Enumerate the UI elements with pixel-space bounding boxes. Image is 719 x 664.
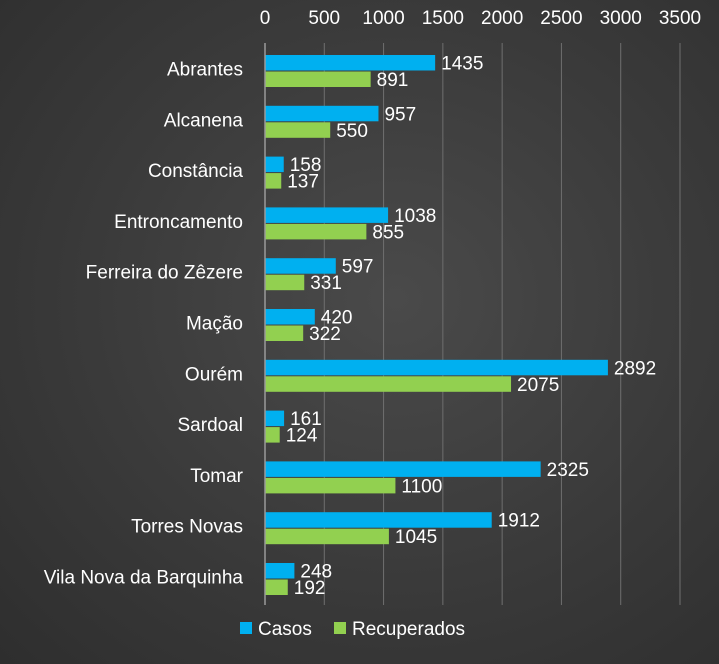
data-label: 1045 [395,527,437,548]
data-label: 322 [309,324,341,345]
data-label: 331 [310,273,342,294]
bar-casos [265,359,608,376]
bar-recuperados [265,122,331,138]
bar-casos [265,156,284,173]
x-tick-label: 2500 [540,8,582,29]
bars [265,55,608,595]
data-label: 1038 [394,206,436,227]
bar-recuperados [265,274,305,291]
bar-recuperados [265,71,371,87]
category-label: Ferreira do Zêzere [86,263,243,284]
category-label: Alcanena [164,110,244,131]
x-tick-label: 3500 [659,8,701,29]
data-label: 855 [372,222,404,243]
bar-casos [265,309,315,325]
data-label: 891 [377,70,409,91]
bar-recuperados [265,579,288,595]
bar-casos [265,563,295,579]
bar-recuperados [265,427,280,443]
legend-swatch [240,622,252,634]
bar-recuperados [265,477,396,494]
data-label: 124 [286,426,318,447]
data-label: 957 [384,104,416,125]
category-label: Constância [148,161,243,182]
legend: Casos Recuperados [240,619,465,640]
category-label: Ourém [185,364,243,385]
data-label: 597 [342,257,374,278]
bar-casos [265,55,436,71]
gridlines [323,43,681,605]
bar-recuperados [265,223,367,240]
data-label: 2325 [547,460,589,481]
x-axis-ticks: 0 500 1000 1500 2000 2500 3000 3500 [260,8,701,29]
data-label: 2075 [517,375,559,396]
data-label: 1100 [401,476,442,497]
bar-casos [265,207,389,223]
data-label: 550 [336,121,368,142]
data-label: 420 [321,308,353,329]
bar-casos [265,512,492,528]
category-label: Entroncamento [114,212,243,233]
category-label: Vila Nova da Barquinha [44,568,244,589]
category-label: Tomar [190,466,243,487]
data-label: 1912 [498,511,540,532]
data-label: 161 [290,409,322,430]
bar-recuperados [265,528,389,545]
legend-label: Casos [258,619,312,640]
x-tick-label: 500 [308,8,340,29]
legend-label: Recuperados [352,619,465,640]
bar-recuperados [265,173,282,189]
x-tick-label: 0 [260,8,271,29]
x-tick-label: 1500 [422,8,464,29]
x-tick-label: 1000 [362,8,404,29]
category-label: Sardoal [178,415,244,436]
bar-casos [265,461,541,477]
bar-recuperados [265,325,304,341]
category-label: Abrantes [167,60,243,81]
bar-casos [265,105,379,122]
legend-swatch [334,622,346,634]
data-label: 248 [300,562,332,583]
x-tick-label: 2000 [481,8,523,29]
category-label: Mação [186,314,243,335]
data-label: 1435 [441,54,483,75]
bar-recuperados [265,376,512,392]
bar-casos [265,410,285,427]
category-labels: Abrantes Alcanena Constância Entroncamento F… [44,60,244,589]
category-label: Torres Novas [131,517,243,538]
data-label: 192 [294,578,326,599]
data-label: 158 [290,155,322,176]
x-tick-label: 3000 [600,8,642,29]
bar-casos [265,258,336,274]
data-label: 137 [287,172,319,193]
data-label: 2892 [614,358,656,379]
